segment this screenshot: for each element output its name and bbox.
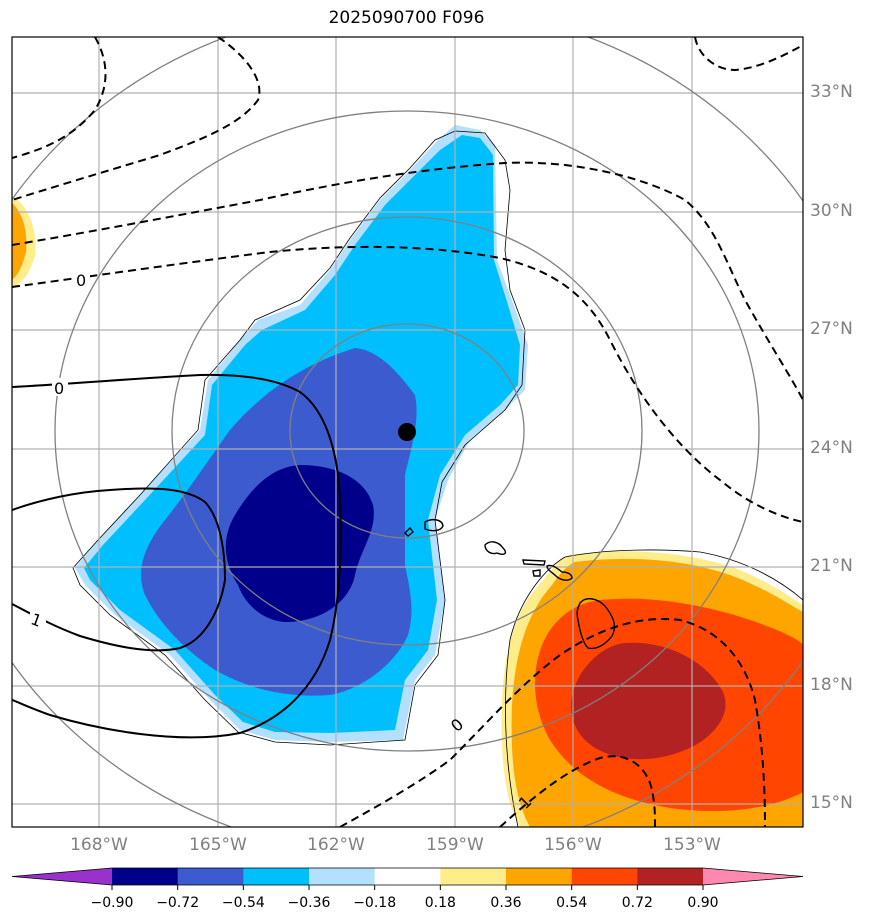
colorbar xyxy=(11,867,804,890)
lat-label: 24°N xyxy=(810,438,853,458)
colorbar-tick-label: −0.72 xyxy=(156,895,200,911)
graticule xyxy=(12,37,803,827)
colorbar-segment xyxy=(506,868,573,885)
lon-label: 168°W xyxy=(70,835,128,855)
lat-label: 27°N xyxy=(810,319,853,339)
warm-region-core xyxy=(571,642,726,760)
colorbar-segment xyxy=(243,868,310,885)
colorbar-tick-label: 0.72 xyxy=(621,895,653,911)
colorbar-tick-label: −0.90 xyxy=(90,895,134,911)
lon-label: 159°W xyxy=(426,835,484,855)
lon-label: 156°W xyxy=(544,835,602,855)
lat-label: 18°N xyxy=(810,675,853,695)
colorbar-tick-label: −0.18 xyxy=(353,895,397,911)
colorbar-tick-label: 0.90 xyxy=(687,895,719,911)
range-rings xyxy=(12,37,803,827)
warm-outline xyxy=(505,549,803,827)
hawaiian-islands xyxy=(404,518,616,650)
map-title: 2025090700 F096 xyxy=(328,8,485,28)
storm-center-marker xyxy=(398,423,416,441)
colorbar-segment xyxy=(177,868,244,885)
lon-label: 153°W xyxy=(663,835,721,855)
warm-blob-west-inner xyxy=(12,203,27,280)
map-frame xyxy=(11,36,804,828)
lat-label: 15°N xyxy=(810,793,853,813)
colorbar-tick-label: −0.36 xyxy=(287,895,331,911)
colorbar-segment xyxy=(440,868,507,885)
colorbar-segment xyxy=(112,868,179,885)
contour-label-0-south: 0 xyxy=(447,715,467,736)
solid-contours xyxy=(12,373,342,739)
lon-label: 162°W xyxy=(307,835,365,855)
colorbar-tick-label: 0.18 xyxy=(424,895,456,911)
colorbar-segment xyxy=(309,868,376,885)
colorbar-segment xyxy=(571,868,638,885)
lon-label: 165°W xyxy=(189,835,247,855)
colorbar-extend-high xyxy=(703,868,803,885)
colorbar-tick-label: −0.54 xyxy=(221,895,265,911)
colorbar-tick-label: 0.54 xyxy=(556,895,588,911)
anomaly-shading xyxy=(12,125,803,827)
lat-label: 33°N xyxy=(810,82,853,102)
colorbar-tick-label: 0.36 xyxy=(490,895,522,911)
colorbar-segment xyxy=(374,868,441,885)
contour-label-0-north: 0 xyxy=(76,271,86,290)
colorbar-segment xyxy=(637,868,704,885)
colorbar-extend-low xyxy=(12,868,112,885)
lat-label: 30°N xyxy=(810,201,853,221)
lat-label: 21°N xyxy=(810,556,853,576)
cool-region-core xyxy=(225,465,374,623)
contour-label-0-west: 0 xyxy=(54,379,64,398)
